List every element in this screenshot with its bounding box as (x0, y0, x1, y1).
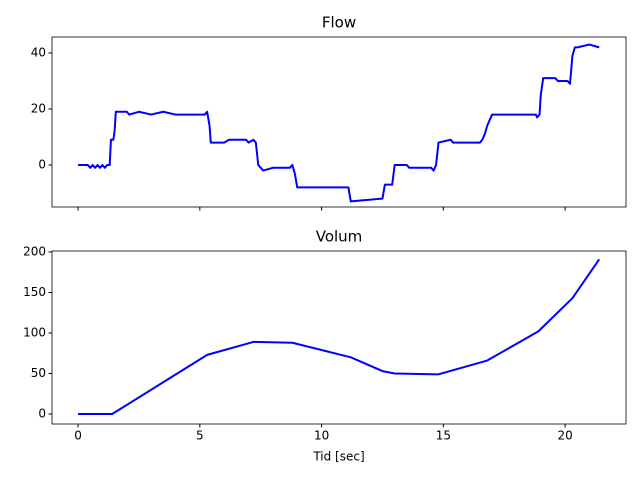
subplot-title: Volum (316, 228, 363, 246)
y-tick-label: 20 (31, 101, 46, 115)
y-tick-label: 100 (23, 326, 46, 340)
x-tick-label: 5 (196, 429, 204, 443)
x-tick-label: 15 (436, 429, 451, 443)
axes-frame (51, 250, 627, 425)
y-tick-label: 0 (38, 407, 46, 421)
x-tick-label: 10 (314, 429, 329, 443)
y-tick-label: 200 (23, 244, 46, 258)
x-axis-label: Tid [sec] (312, 450, 364, 464)
y-tick-label: 40 (31, 45, 46, 59)
axes-frame (51, 36, 627, 208)
y-tick-label: 150 (23, 285, 46, 299)
x-tick-label: 20 (557, 429, 572, 443)
data-line (78, 258, 601, 416)
data-line (78, 43, 600, 203)
subplot-title: Flow (322, 14, 356, 32)
x-tick-label: 0 (74, 429, 82, 443)
y-tick-label: 0 (38, 157, 46, 171)
y-tick-label: 50 (31, 366, 46, 380)
